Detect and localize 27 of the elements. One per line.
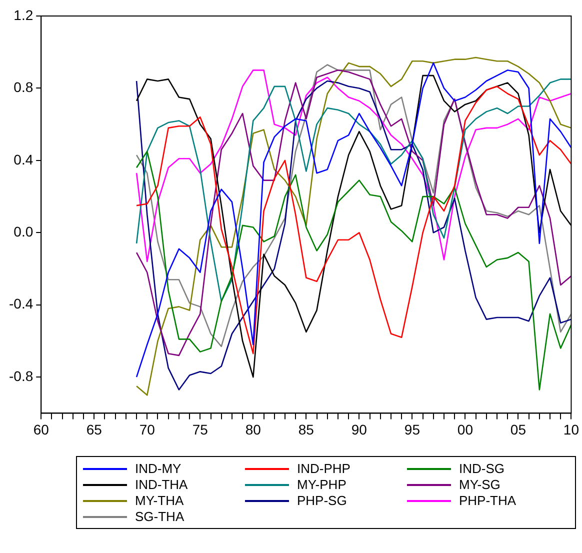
x-tick-label: 75 [192, 421, 208, 438]
y-tick-label: 0.0 [14, 224, 34, 240]
x-tick-label: 90 [351, 421, 368, 438]
legend-label: SG-THA [135, 509, 184, 524]
legend-label: MY-SG [459, 477, 500, 492]
y-tick-label: 1.2 [14, 6, 34, 23]
legend-label: IND-THA [135, 477, 188, 492]
y-tick-label: 0.8 [14, 79, 34, 96]
legend-label: PHP-THA [459, 493, 516, 508]
x-tick-label: 65 [86, 421, 102, 438]
x-tick-label: 80 [245, 421, 262, 438]
legend-label: MY-PHP [297, 477, 346, 492]
x-tick-label: 70 [139, 421, 156, 438]
x-tick-label: 60 [33, 421, 50, 438]
legend-label: IND-PHP [297, 461, 350, 476]
x-tick-label: 00 [457, 421, 474, 438]
x-tick-label: 85 [298, 421, 314, 438]
legend-label: MY-THA [135, 493, 184, 508]
x-tick-label: 95 [404, 421, 420, 438]
x-tick-label: 10 [563, 421, 580, 438]
y-tick-label: -0.8 [9, 368, 34, 384]
legend-label: PHP-SG [297, 493, 347, 508]
x-tick-label: 05 [510, 421, 526, 438]
y-tick-label: 0.4 [14, 151, 34, 168]
y-tick-label: -0.4 [9, 296, 34, 312]
legend-label: IND-SG [459, 461, 504, 476]
legend-label: IND-MY [135, 461, 182, 476]
